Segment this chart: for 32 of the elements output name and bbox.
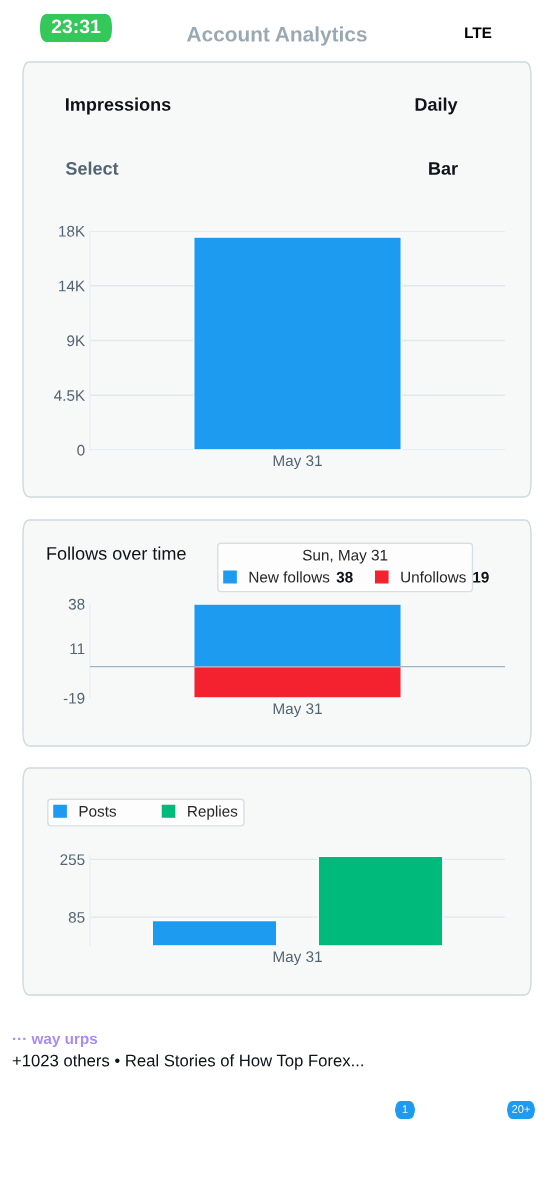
y-tick-label: 18K (59, 225, 85, 237)
legend-title: Sun, May 31 (302, 549, 388, 564)
text: 23:31 (51, 19, 101, 34)
y-tick-label: 11 (70, 643, 85, 655)
x-tick-label: May 31 (273, 951, 322, 966)
legend-label: Replies (188, 805, 238, 820)
text: Daily (415, 97, 458, 115)
text: Impressions (66, 97, 171, 115)
y-tick-label: 14K (59, 280, 85, 292)
y-tick-label: 38 (68, 598, 85, 610)
y-tick-label: -19 (63, 692, 85, 704)
text: Select (65, 161, 119, 175)
x-tick-label: May 31 (273, 703, 322, 718)
y-tick-label: 9K (67, 335, 85, 347)
text: 1 (402, 1105, 408, 1113)
chart-title: Follows over time (47, 546, 186, 560)
text: 19 (473, 571, 489, 583)
text: 38 (336, 571, 353, 583)
legend-label: New follows (249, 571, 330, 583)
legend-label: Unfollows (401, 571, 466, 583)
text: 20+ (512, 1105, 530, 1113)
text: Account Analytics (187, 26, 367, 46)
text: ··· way urps (13, 1035, 98, 1048)
y-tick-label: 85 (68, 912, 85, 923)
y-tick-label: 0 (77, 444, 85, 456)
x-tick-label: May 31 (273, 455, 322, 470)
y-tick-label: 4.5K (54, 390, 85, 401)
text: LTE (465, 27, 492, 38)
y-tick-label: 255 (60, 854, 85, 866)
text: +1023 others • Real Stories of How Top Forex... (12, 1054, 363, 1070)
legend-label: Posts (79, 806, 117, 817)
text: Bar (429, 162, 458, 175)
